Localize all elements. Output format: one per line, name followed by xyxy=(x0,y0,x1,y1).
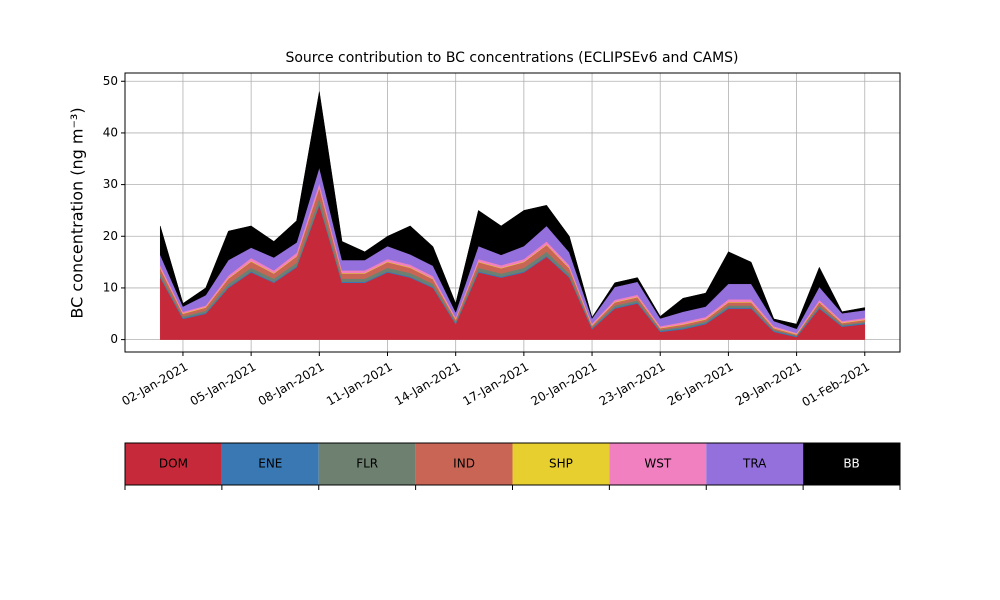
plot-frame xyxy=(124,72,901,353)
legend-swatch xyxy=(318,443,416,485)
x-tick-label: 14-Jan-2021 xyxy=(392,360,463,409)
y-tick-label: 40 xyxy=(103,125,118,139)
x-tick-label: 29-Jan-2021 xyxy=(733,360,804,409)
legend-label: WST xyxy=(644,457,671,471)
y-axis-label: BC concentration (ng m⁻³) xyxy=(68,107,87,318)
y-tick-label: 10 xyxy=(103,280,118,294)
legend-swatch xyxy=(125,443,222,485)
legend-label: DOM xyxy=(159,457,188,471)
legend-swatch xyxy=(221,443,319,485)
x-tick-label: 20-Jan-2021 xyxy=(529,360,600,409)
x-tick-label: 08-Jan-2021 xyxy=(256,360,327,409)
legend-label: ENE xyxy=(258,457,282,471)
y-tick-label: 0 xyxy=(110,332,118,346)
y-tick-label: 30 xyxy=(103,177,118,191)
legend-swatch xyxy=(706,443,804,485)
x-tick-label: 23-Jan-2021 xyxy=(597,360,668,409)
legend-label: FLR xyxy=(356,457,378,471)
legend-label: TRA xyxy=(742,457,767,471)
legend-label: SHP xyxy=(549,457,573,471)
legend-swatch xyxy=(609,443,707,485)
x-tick-label: 17-Jan-2021 xyxy=(460,360,531,409)
x-tick-label: 26-Jan-2021 xyxy=(665,360,736,409)
x-tick-label: 11-Jan-2021 xyxy=(324,360,395,409)
legend-label: BB xyxy=(843,457,859,471)
x-tick-label: 05-Jan-2021 xyxy=(188,360,259,409)
legend-swatch xyxy=(803,443,900,485)
area xyxy=(159,91,866,330)
legend-label: IND xyxy=(453,457,475,471)
legend-swatch xyxy=(415,443,513,485)
y-tick-label: 50 xyxy=(103,74,118,88)
x-tick-label: 01-Feb-2021 xyxy=(799,360,872,410)
y-tick-label: 20 xyxy=(103,229,118,243)
legend-swatch xyxy=(512,443,610,485)
legend-frame xyxy=(124,442,901,486)
chart-title: Source contribution to BC concentrations… xyxy=(285,50,738,66)
x-tick-label: 02-Jan-2021 xyxy=(119,360,190,409)
